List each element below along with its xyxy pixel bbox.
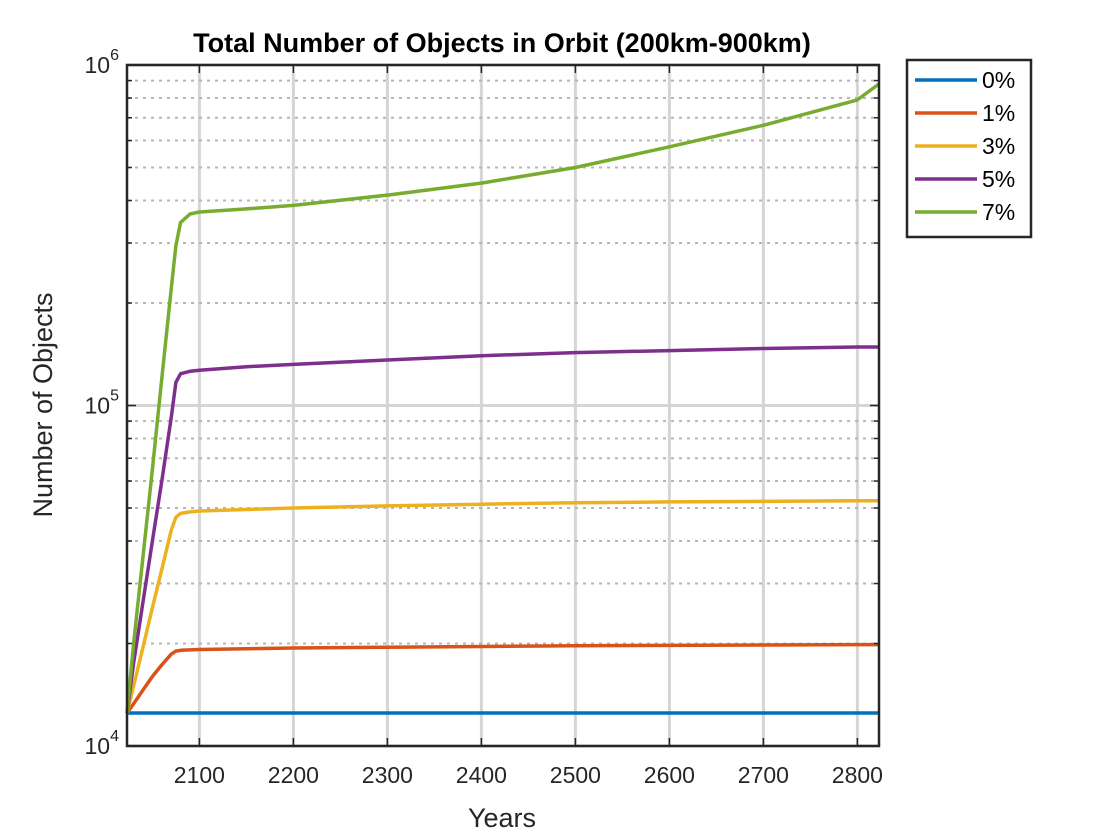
x-tick-label-2: 2300 <box>362 762 413 788</box>
x-tick-label-1: 2200 <box>268 762 319 788</box>
y-tick-label-1: 105 <box>85 388 120 419</box>
series-line-7pct <box>125 82 881 714</box>
series-line-3pct <box>125 499 879 714</box>
x-tick-label-4: 2500 <box>550 762 601 788</box>
series-line-5pct <box>125 345 879 714</box>
y-tick-label-2: 106 <box>85 47 120 78</box>
legend: 0% 1% 3% 5% 7% <box>905 58 1033 239</box>
y-axis-label: Number of Objects <box>28 292 58 517</box>
x-tick-label-5: 2600 <box>644 762 695 788</box>
x-tick-label-0: 2100 <box>174 762 225 788</box>
grid <box>127 63 879 748</box>
x-tick-label-6: 2700 <box>738 762 789 788</box>
axis-ticks <box>127 64 879 747</box>
legend-label-1pct: 1% <box>982 100 1015 126</box>
x-tick-label-7: 2800 <box>832 762 883 788</box>
series-line-1pct <box>125 642 879 715</box>
x-axis-label: Years <box>468 803 536 833</box>
x-tick-labels: 2100 2200 2300 2400 2500 2600 2700 2800 <box>174 762 883 788</box>
x-tick-label-3: 2400 <box>456 762 507 788</box>
legend-box <box>905 58 1033 239</box>
legend-label-7pct: 7% <box>982 199 1015 225</box>
legend-label-3pct: 3% <box>982 133 1015 159</box>
y-tick-label-0: 104 <box>85 728 120 759</box>
series-lines <box>125 82 881 715</box>
legend-label-5pct: 5% <box>982 166 1015 192</box>
chart-title: Total Number of Objects in Orbit (200km-… <box>193 28 811 58</box>
y-tick-labels: 104 105 106 <box>85 47 120 759</box>
legend-label-0pct: 0% <box>982 67 1015 93</box>
